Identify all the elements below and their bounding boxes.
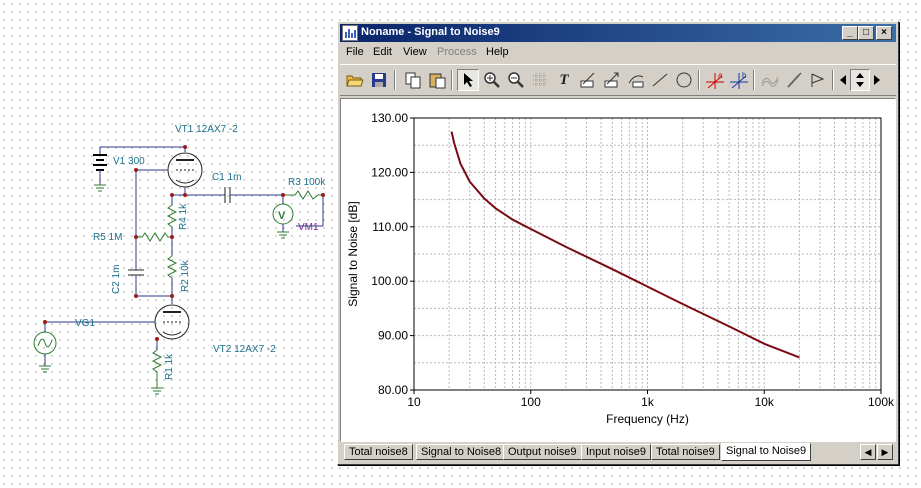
minimize-button[interactable]: _ [842,26,858,40]
menu-process[interactable]: Process [437,46,477,58]
label-c1[interactable]: C1 1m [212,172,242,183]
tab-total-noise9[interactable]: Total noise9 [651,444,720,460]
x-axis-label: Frequency (Hz) [606,412,689,426]
analysis-window[interactable]: Noname - Signal to Noise9 _ □ × File Edi… [337,21,899,465]
flag-icon[interactable] [807,69,829,91]
maximize-button[interactable]: □ [858,26,874,40]
y-axis-label: Signal to Noise [dB] [346,201,360,306]
label-r4[interactable]: R4 1k [178,203,189,230]
marker2-icon[interactable] [601,69,623,91]
toolbar: T a b [340,64,896,96]
tab-input-noise9[interactable]: Input noise9 [581,444,651,460]
menu-view[interactable]: View [403,46,427,58]
probe-icon[interactable] [783,69,805,91]
label-r2[interactable]: R2 10k [180,260,191,292]
cursor-b-icon[interactable]: b [728,69,750,91]
menu-help[interactable]: Help [486,46,509,58]
menu-bar: File Edit View Process Help [340,43,896,62]
pointer-icon[interactable] [457,69,479,91]
open-icon[interactable] [344,69,366,91]
tab-scroll-left-icon[interactable]: ◀ [860,444,876,460]
series-line[interactable] [450,131,800,359]
label-r1[interactable]: R1 1k [164,353,175,380]
toolbar-separator [451,70,453,90]
plot-area[interactable]: 10 100 1k 10k 100k 80.00 90.00 100.00 110.00 120.… [340,98,896,442]
chart[interactable]: 10 100 1k 10k 100k 80.00 90.00 100.00 110.00 120.… [341,99,897,441]
tab-signal-to-noise9[interactable]: Signal to Noise9 [721,443,812,461]
x-tick-label: 100k [868,395,895,409]
close-button[interactable]: × [876,26,892,40]
x-tick-label: 10 [407,395,421,409]
chart-ticks: 10 100 1k 10k 100k 80.00 90.00 100.00 110.00 120.… [371,111,895,409]
text-icon[interactable]: T [559,71,569,88]
paste-icon[interactable] [426,69,448,91]
arrow-right-icon[interactable] [870,69,884,91]
label-vg1[interactable]: VG1 [75,318,96,329]
label-vt1[interactable]: VT1 12AX7 -2 [175,124,238,135]
app-icon [342,25,358,41]
x-tick-label: 1k [641,395,655,409]
x-tick-label: 10k [755,395,775,409]
label-r5[interactable]: R5 1M [93,232,123,243]
label-vt2[interactable]: VT2 12AX7 -2 [213,344,276,355]
cursor-b-label: b [742,71,747,80]
toolbar-separator [698,70,700,90]
wave-icon[interactable] [759,69,781,91]
cursor-a-label: a [718,71,723,80]
zoom-in-icon[interactable] [481,69,503,91]
label-vm1[interactable]: VM1 [298,222,319,233]
title-bar[interactable]: Noname - Signal to Noise9 _ □ × [340,24,896,42]
y-tick-label: 80.00 [378,383,408,397]
y-tick-label: 120.00 [371,165,408,179]
menu-file[interactable]: File [346,46,364,58]
tab-signal-to-noise8[interactable]: Signal to Noise8 [416,444,507,460]
marker-icon[interactable] [577,69,599,91]
y-tick-label: 90.00 [378,329,408,343]
arrow-updown-icon[interactable] [850,69,870,91]
marker3-icon[interactable] [625,69,647,91]
y-tick-label: 110.00 [372,220,408,234]
tab-scroll-right-icon[interactable]: ▶ [877,444,893,460]
arrow-left-icon[interactable] [836,69,850,91]
toolbar-separator [832,70,834,90]
grid-icon[interactable] [529,69,551,91]
label-c2[interactable]: C2 1m [111,264,122,294]
circle-icon[interactable] [673,69,695,91]
copy-icon[interactable] [402,69,424,91]
y-tick-label: 130.00 [371,111,408,125]
toolbar-separator [394,70,396,90]
tab-output-noise9[interactable]: Output noise9 [503,444,582,460]
y-tick-label: 100.00 [371,274,408,288]
toolbar-separator [753,70,755,90]
tab-total-noise8[interactable]: Total noise8 [344,444,413,460]
schematic-drawing: V [33,145,325,395]
window-title: Noname - Signal to Noise9 [361,26,500,38]
label-r3[interactable]: R3 100k [288,177,326,188]
chart-grid [414,118,881,390]
meter-symbol: V [278,210,286,222]
zoom-out-icon[interactable] [505,69,527,91]
menu-edit[interactable]: Edit [373,46,392,58]
save-icon[interactable] [368,69,390,91]
cursor-a-icon[interactable]: a [704,69,726,91]
sheet-tabs: Total noise8 Signal to Noise8 Output noi… [340,443,896,461]
line-icon[interactable] [649,69,671,91]
x-tick-label: 100 [521,395,541,409]
label-v1[interactable]: V1 300 [113,156,145,167]
